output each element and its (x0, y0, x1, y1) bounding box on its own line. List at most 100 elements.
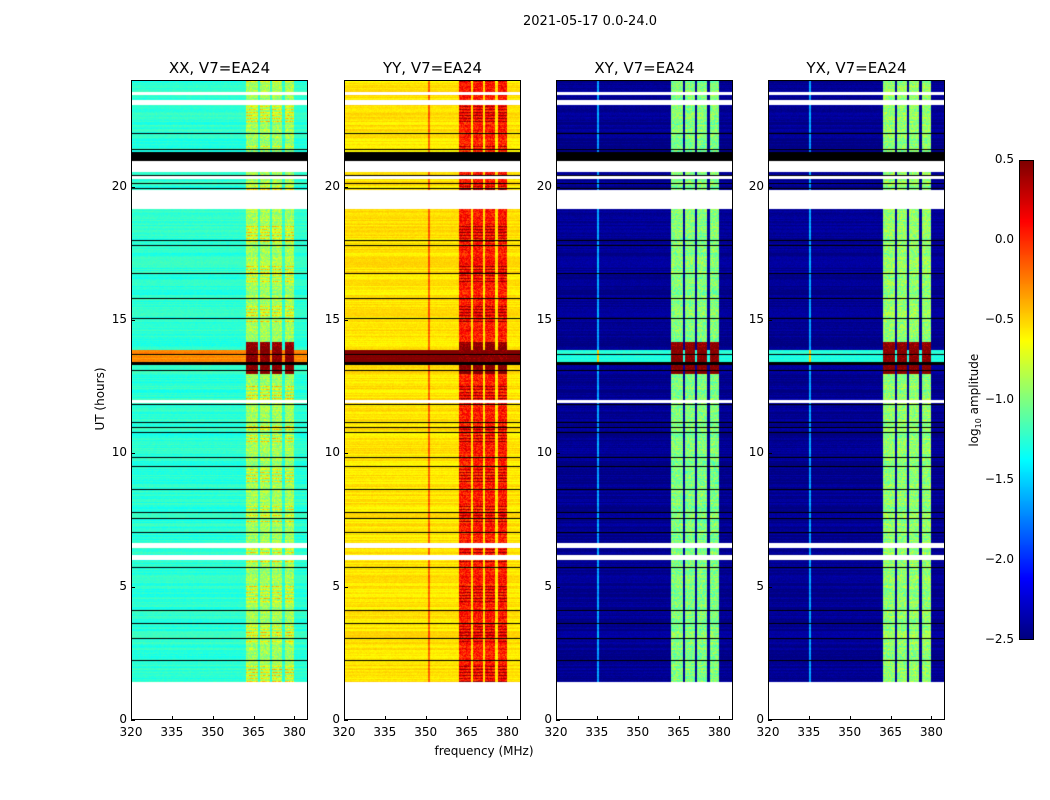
y-tick-mark (131, 720, 135, 721)
x-tick-mark (768, 716, 769, 720)
colorbar-tick-label: 0.5 (994, 152, 1014, 166)
heatmap-panel (344, 80, 521, 720)
y-tick-label: 5 (332, 578, 340, 593)
y-tick-label: 15 (111, 312, 127, 326)
x-axis-label: frequency (MHz) (434, 744, 534, 758)
x-tick-label: 380 (495, 725, 519, 739)
x-tick-label: 335 (160, 725, 184, 739)
x-tick-label: 365 (667, 725, 690, 739)
colorbar-tick-label: −1.0 (984, 392, 1014, 406)
y-tick-mark (344, 720, 348, 721)
y-tick-label: 0 (332, 712, 340, 726)
x-tick-mark (466, 716, 468, 720)
y-tick-label: 20 (324, 178, 340, 193)
y-tick-label: 15 (748, 312, 764, 326)
x-tick-label: 320 (544, 725, 568, 739)
y-tick-label: 5 (756, 578, 764, 593)
y-tick-mark (344, 320, 348, 321)
y-tick-mark (344, 453, 348, 455)
x-tick-label: 350 (626, 725, 650, 739)
x-tick-label: 335 (585, 725, 609, 739)
y-tick-label: 0 (756, 712, 764, 726)
y-tick-mark (768, 320, 772, 321)
x-tick-mark (931, 716, 933, 720)
y-tick-mark (768, 186, 772, 188)
figure-title: 2021-05-17 0.0-24.0 (523, 14, 657, 29)
colorbar-tick-label: −0.5 (984, 312, 1014, 326)
y-tick-label: 5 (544, 578, 552, 593)
x-tick-label: 320 (119, 725, 143, 739)
x-tick-mark (507, 716, 509, 720)
x-tick-label: 365 (879, 725, 902, 739)
x-tick-mark (384, 716, 386, 720)
y-tick-label: 20 (111, 178, 127, 193)
heatmap-panel (131, 80, 308, 720)
heatmap-image (132, 81, 307, 719)
y-tick-mark (344, 186, 348, 188)
x-tick-mark (294, 716, 296, 720)
y-tick-label: 20 (748, 178, 764, 193)
x-tick-mark (556, 716, 557, 720)
x-tick-mark (890, 716, 892, 720)
colorbar-tick-label: 0.0 (994, 232, 1014, 246)
y-tick-mark (768, 453, 772, 455)
x-tick-label: 320 (756, 725, 780, 739)
y-tick-label: 10 (324, 445, 340, 460)
y-tick-mark (131, 186, 135, 188)
panel-title: XX, V7=EA24 (168, 59, 271, 77)
y-tick-label: 20 (536, 178, 552, 193)
x-tick-label: 320 (332, 725, 356, 739)
y-tick-mark (768, 720, 772, 721)
y-tick-mark (131, 586, 135, 588)
x-tick-label: 350 (838, 725, 862, 739)
heatmap-image (345, 81, 520, 719)
y-tick-mark (556, 453, 560, 455)
x-tick-mark (637, 716, 639, 720)
x-tick-label: 335 (373, 725, 397, 739)
x-tick-mark (678, 716, 680, 720)
y-tick-mark (131, 320, 135, 321)
y-tick-label: 10 (748, 445, 764, 460)
y-tick-mark (131, 453, 135, 455)
x-tick-label: 380 (707, 725, 731, 739)
y-axis-label: UT (hours) (93, 367, 107, 431)
y-tick-label: 0 (544, 712, 552, 726)
heatmap-panel (556, 80, 733, 720)
x-tick-mark (719, 716, 721, 720)
x-tick-label: 380 (919, 725, 943, 739)
colorbar-tick-label: −1.5 (984, 472, 1014, 486)
x-tick-label: 365 (455, 725, 478, 739)
y-tick-mark (556, 720, 560, 721)
colorbar-tick-label: −2.0 (984, 552, 1014, 566)
x-tick-mark (212, 716, 214, 720)
y-tick-label: 15 (324, 312, 340, 326)
y-tick-label: 15 (536, 312, 552, 326)
x-tick-label: 380 (282, 725, 306, 739)
heatmap-image (769, 81, 944, 719)
x-tick-mark (808, 716, 810, 720)
colorbar (1019, 160, 1034, 640)
x-tick-mark (131, 716, 132, 720)
colorbar-tick-label: −2.5 (984, 632, 1014, 646)
x-tick-mark (344, 716, 345, 720)
y-tick-mark (556, 186, 560, 188)
x-tick-mark (596, 716, 598, 720)
y-tick-mark (556, 320, 560, 321)
x-tick-label: 350 (201, 725, 225, 739)
panel-title: YY, V7=EA24 (382, 59, 483, 77)
panel-title: XY, V7=EA24 (594, 59, 695, 77)
x-tick-mark (849, 716, 851, 720)
x-tick-mark (171, 716, 173, 720)
y-tick-mark (768, 586, 772, 588)
panel-title: YX, V7=EA24 (806, 59, 907, 77)
y-tick-label: 0 (119, 712, 127, 726)
y-tick-mark (344, 586, 348, 588)
y-tick-label: 10 (111, 445, 127, 460)
x-tick-mark (253, 716, 255, 720)
x-tick-label: 335 (797, 725, 821, 739)
heatmap-panel (768, 80, 945, 720)
x-tick-label: 350 (414, 725, 438, 739)
x-tick-mark (425, 716, 427, 720)
y-tick-label: 5 (119, 578, 127, 593)
